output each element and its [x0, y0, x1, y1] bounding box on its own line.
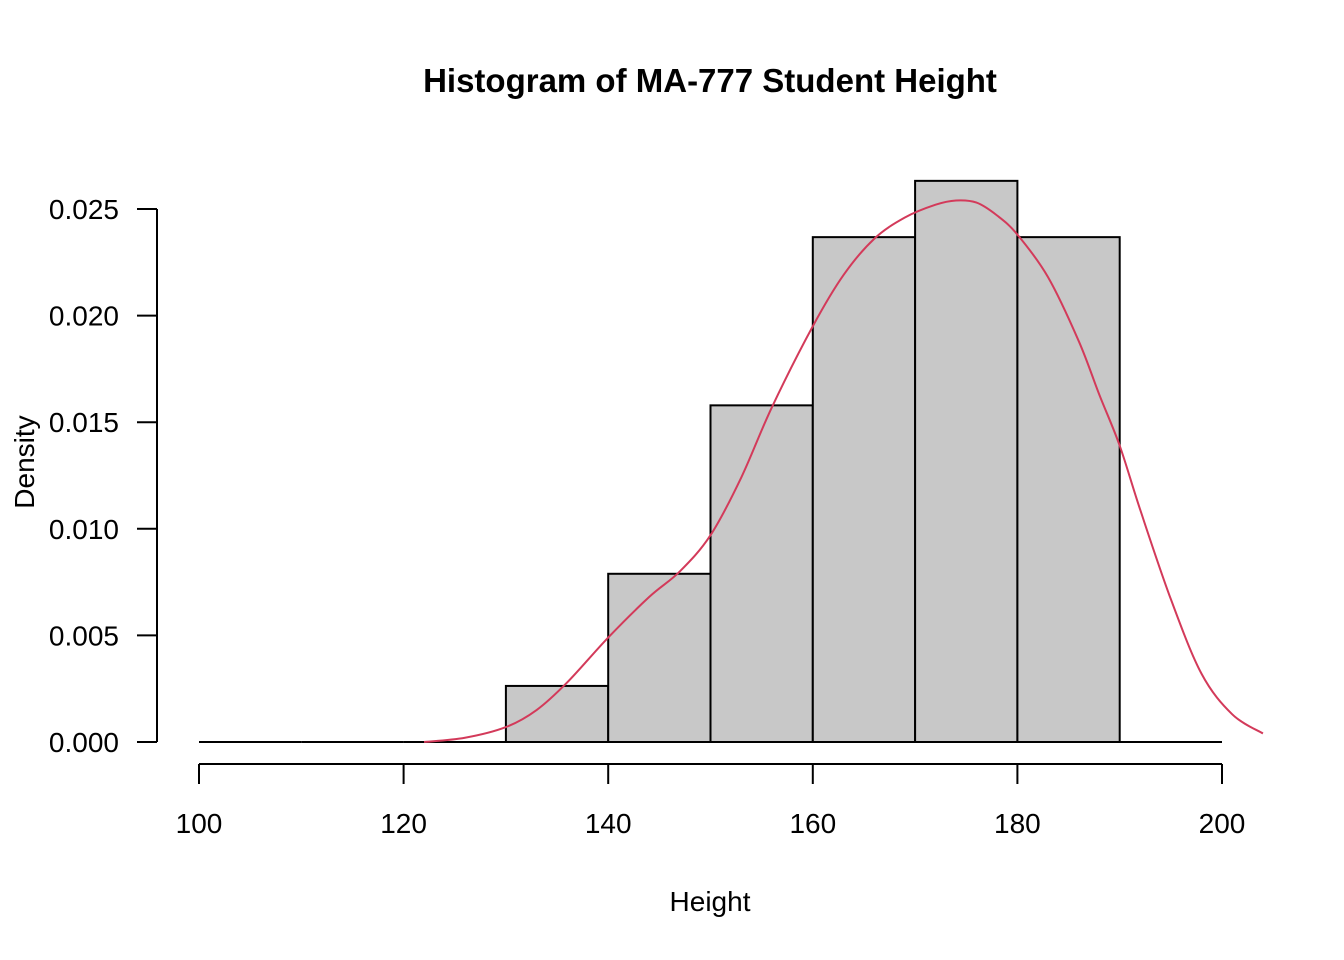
x-tick-label: 200 — [1199, 808, 1246, 839]
x-tick-label: 140 — [585, 808, 632, 839]
density-curve — [423, 199, 1264, 743]
y-tick-label: 0.005 — [49, 620, 119, 651]
histogram-bar — [914, 179, 1019, 743]
histogram-bar — [709, 404, 814, 743]
x-axis: 100 120 140 160 180 200 — [176, 763, 1246, 839]
density-curve-layer — [423, 199, 1264, 743]
y-tick-label: 0.020 — [49, 301, 119, 332]
x-tick-label: 160 — [789, 808, 836, 839]
histogram-bar — [1016, 236, 1121, 743]
x-tick-label: 180 — [994, 808, 1041, 839]
histogram-bar — [607, 572, 712, 744]
chart-title: Histogram of MA-777 Student Height — [423, 62, 997, 99]
histogram-bar — [504, 684, 610, 744]
y-axis-label: Density — [9, 415, 40, 508]
x-tick-label: 100 — [176, 808, 223, 839]
x-axis-label: Height — [670, 886, 751, 917]
y-axis: 0.000 0.005 0.010 0.015 0.020 0.025 — [49, 194, 158, 758]
x-tick-label: 120 — [380, 808, 427, 839]
histogram-bar — [811, 236, 917, 743]
bars-layer — [199, 179, 1222, 744]
y-tick-label: 0.000 — [49, 727, 119, 758]
y-tick-label: 0.015 — [49, 407, 119, 438]
y-tick-label: 0.010 — [49, 514, 119, 545]
y-tick-label: 0.025 — [49, 194, 119, 225]
